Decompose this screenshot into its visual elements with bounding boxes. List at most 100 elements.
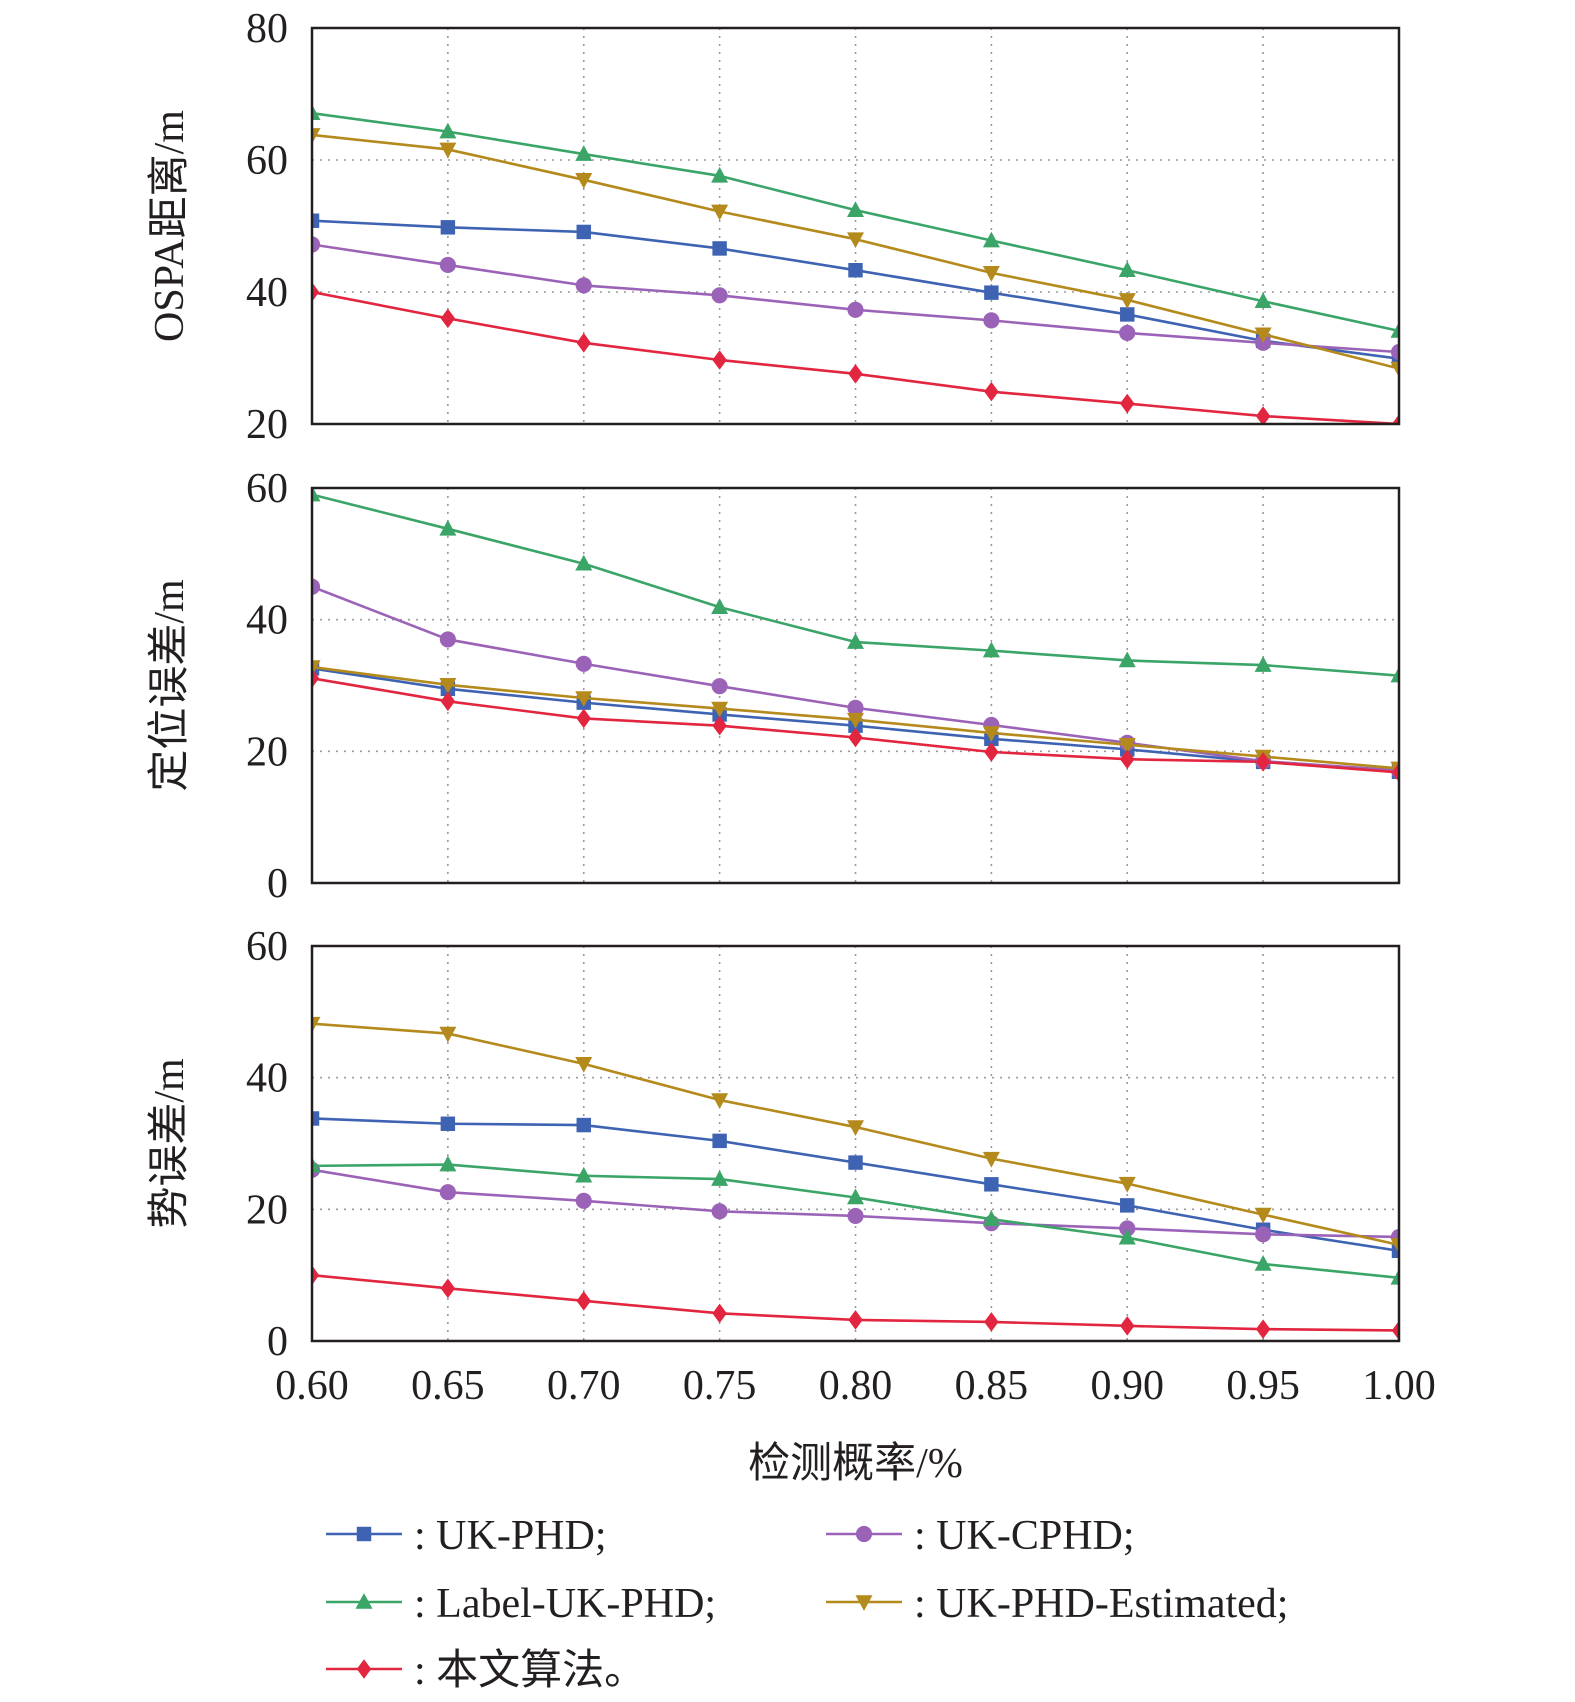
data-point (984, 1177, 999, 1192)
legend-item-Label-UK-PHD: : Label-UK-PHD; (326, 1581, 716, 1627)
data-point (312, 282, 320, 302)
y-tick-label: 40 (246, 1056, 288, 1102)
y-axis-label: OSPA距离/m (146, 110, 193, 342)
data-point (576, 1117, 591, 1133)
data-point (711, 1170, 729, 1186)
data-point (1254, 327, 1272, 344)
data-point (984, 285, 999, 300)
data-point (982, 1151, 1000, 1168)
legend-label: : Label-UK-PHD; (414, 1581, 716, 1627)
data-point (312, 128, 321, 144)
data-point (982, 231, 1000, 248)
series-本文算法 (312, 282, 1399, 424)
data-point (847, 1207, 864, 1224)
data-point (712, 241, 727, 256)
data-point (1390, 343, 1399, 361)
series-UK-PHD (312, 1111, 1399, 1259)
data-point (439, 678, 457, 694)
data-point (440, 691, 456, 712)
data-point (1390, 322, 1399, 338)
y-tick-label: 60 (246, 924, 288, 970)
data-point (575, 277, 592, 294)
data-point (983, 312, 1000, 329)
y-tick-label: 60 (246, 466, 288, 512)
series-本文算法 (312, 1265, 1399, 1341)
legend-label: : UK-PHD-Estimated; (914, 1581, 1288, 1627)
y-tick-label: 20 (246, 1187, 288, 1233)
data-point (848, 1310, 863, 1330)
series-UK-PHD-Estimated (312, 1016, 1399, 1254)
data-point (312, 660, 321, 676)
data-point (847, 633, 864, 649)
data-point (439, 519, 457, 536)
y-tick-label: 0 (267, 1319, 288, 1365)
legend-marker (356, 1659, 372, 1679)
data-point (1391, 414, 1399, 424)
legend-item-UK-CPHD: : UK-CPHD; (826, 1513, 1135, 1559)
data-point (576, 333, 591, 353)
data-point (848, 262, 863, 278)
data-point (312, 1156, 321, 1173)
data-point (711, 1203, 728, 1220)
x-tick-label: 0.70 (547, 1363, 621, 1409)
data-point (439, 1155, 457, 1172)
legend-item-UK-PHD: : UK-PHD; (326, 1513, 607, 1559)
data-point (1118, 1228, 1136, 1245)
data-point (711, 1093, 729, 1109)
data-point (984, 742, 999, 762)
panel-3-grid (312, 946, 1399, 1341)
legend-item-UK-PHD-Estimated: : UK-PHD-Estimated; (826, 1581, 1288, 1627)
y-tick-label: 20 (246, 729, 288, 775)
data-point (1390, 1238, 1399, 1254)
chart-panel-3: 0 20 40 60 势误差/m (147, 924, 1401, 1365)
panel-2-frame (310, 486, 1401, 885)
y-tick-label: 40 (246, 270, 288, 316)
y-tick-label: 40 (246, 598, 288, 644)
data-point (575, 1057, 593, 1073)
series-Label-UK-PHD (312, 1155, 1399, 1285)
data-point (576, 708, 591, 729)
data-point (439, 1184, 456, 1201)
data-point (711, 287, 728, 304)
data-point (711, 598, 729, 614)
chart-panel-1: 20 40 60 80 OSPA距离/m (146, 6, 1401, 448)
data-point (312, 488, 321, 502)
data-point (1119, 324, 1136, 341)
x-tick-label: 1.00 (1362, 1363, 1436, 1409)
data-point (984, 1312, 999, 1332)
data-point (312, 1265, 320, 1285)
data-point (711, 166, 729, 183)
x-tick-label: 0.95 (1226, 1363, 1300, 1409)
panel-3-series (312, 1016, 1399, 1341)
data-point (312, 213, 320, 228)
series-Label-UK-PHD (312, 488, 1399, 683)
data-point (439, 1026, 457, 1043)
legend-marker (855, 1525, 873, 1543)
data-point (575, 655, 592, 672)
x-tick-label: 0.75 (683, 1363, 757, 1409)
y-axis-label: 势误差/m (147, 1058, 193, 1229)
data-point (1391, 1243, 1399, 1259)
data-point (1118, 293, 1136, 309)
data-point (711, 701, 729, 718)
legend-marker (355, 1593, 373, 1609)
panel-1-series (312, 104, 1399, 424)
y-axis-label: 定位误差/m (146, 579, 193, 792)
data-point (847, 712, 864, 729)
data-point (1120, 749, 1135, 770)
data-point (439, 142, 457, 159)
data-point (575, 1166, 593, 1183)
data-point (1255, 1226, 1272, 1243)
series-line (312, 111, 1399, 333)
data-point (1118, 1176, 1136, 1193)
legend-label: : 本文算法。 (414, 1647, 646, 1694)
data-point (1120, 307, 1135, 322)
y-tick-label: 0 (267, 861, 288, 907)
x-tick-label: 0.60 (275, 1363, 349, 1409)
data-point (712, 1133, 727, 1149)
data-point (847, 232, 864, 249)
data-point (1391, 1320, 1399, 1341)
legend-label: : UK-PHD; (414, 1513, 607, 1559)
data-point (1120, 1316, 1135, 1336)
